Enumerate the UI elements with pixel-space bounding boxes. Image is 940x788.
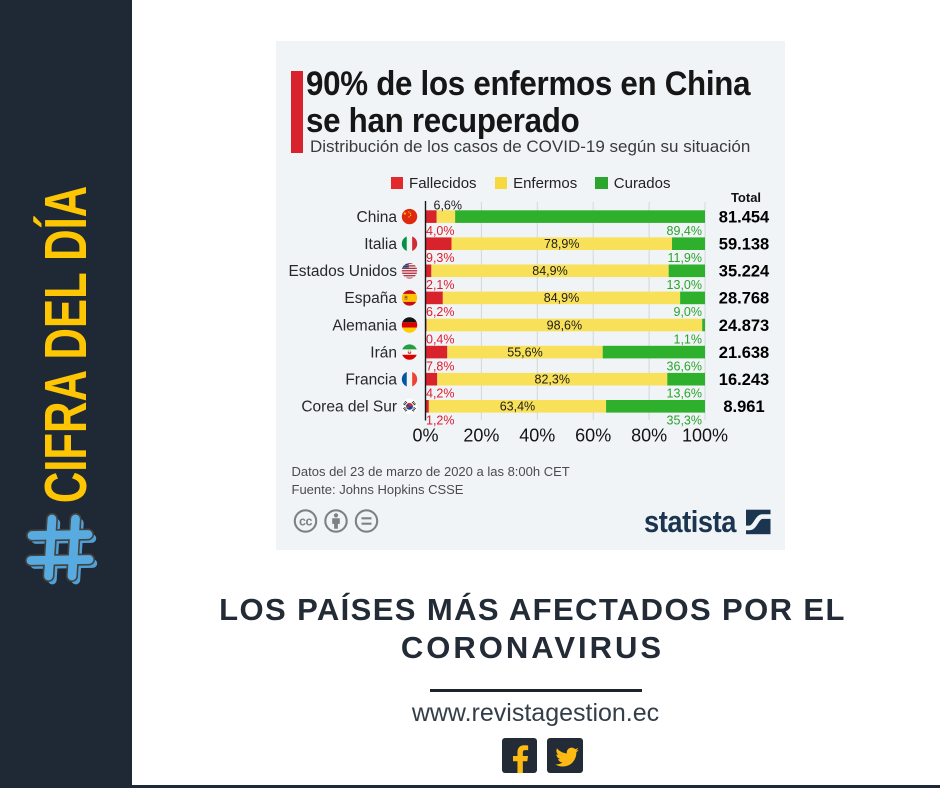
svg-text:9,3%: 9,3% [426,251,455,265]
svg-text:16.243: 16.243 [719,371,769,389]
svg-text:78,9%: 78,9% [544,237,579,251]
svg-text:13,0%: 13,0% [667,278,702,292]
svg-text:CIFRA DEL DÍA: CIFRA DEL DÍA [33,186,99,503]
svg-text:7,8%: 7,8% [426,359,455,373]
svg-text:89,4%: 89,4% [667,224,702,238]
svg-text:36,6%: 36,6% [667,359,702,373]
svg-text:28.768: 28.768 [719,290,769,308]
svg-text:España: España [344,290,397,307]
svg-text:Italia: Italia [364,236,397,253]
svg-text:0,4%: 0,4% [426,332,455,346]
svg-text:statista: statista [644,505,737,539]
svg-text:2,1%: 2,1% [426,278,455,292]
svg-text:40%: 40% [519,426,555,446]
svg-text:Corea del Sur: Corea del Sur [301,399,397,416]
svg-text:Total: Total [731,190,761,205]
svg-text:98,6%: 98,6% [547,318,582,332]
svg-text:59.138: 59.138 [719,236,769,254]
svg-text:Francia: Francia [345,372,397,389]
svg-text:6,2%: 6,2% [426,305,455,319]
svg-text:84,9%: 84,9% [532,264,567,278]
svg-text:Irán: Irán [370,344,397,361]
svg-text:1,2%: 1,2% [426,414,455,428]
svg-text:84,9%: 84,9% [544,291,579,305]
svg-text:8.961: 8.961 [723,398,764,416]
svg-text:4,2%: 4,2% [426,387,455,401]
svg-text:Alemania: Alemania [332,317,397,334]
svg-text:13,6%: 13,6% [667,387,702,401]
svg-text:24.873: 24.873 [719,317,769,335]
svg-text:81.454: 81.454 [719,208,770,226]
svg-text:cc: cc [299,514,312,528]
svg-text:1,1%: 1,1% [674,332,703,346]
svg-text:China: China [357,209,398,226]
svg-text:6,6%: 6,6% [434,199,463,213]
svg-text:4,0%: 4,0% [426,224,455,238]
svg-text:82,3%: 82,3% [535,373,570,387]
svg-text:35.224: 35.224 [719,263,770,281]
svg-text:Estados Unidos: Estados Unidos [288,263,397,280]
svg-text:11,9%: 11,9% [667,251,702,265]
svg-text:80%: 80% [631,426,667,446]
svg-text:60%: 60% [575,426,611,446]
svg-text:100%: 100% [682,426,728,446]
svg-text:0%: 0% [412,426,438,446]
svg-text:35,3%: 35,3% [667,414,702,428]
svg-text:20%: 20% [463,426,499,446]
svg-text:55,6%: 55,6% [507,345,542,359]
svg-text:63,4%: 63,4% [500,400,535,414]
svg-text:21.638: 21.638 [719,344,769,362]
svg-text:9,0%: 9,0% [674,305,703,319]
